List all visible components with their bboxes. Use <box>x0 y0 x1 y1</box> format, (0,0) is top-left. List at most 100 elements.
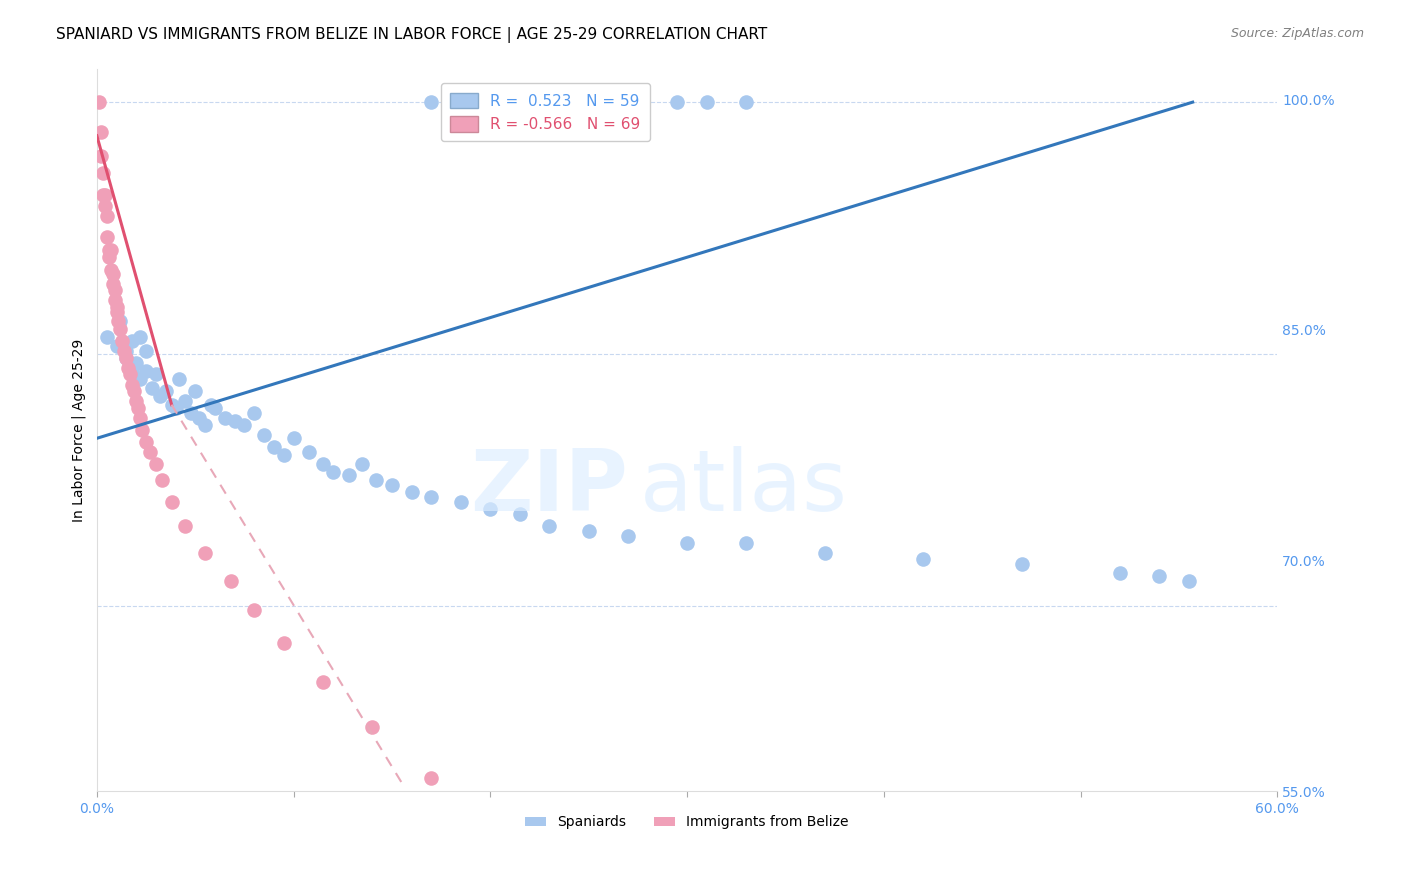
Point <box>100 243 122 257</box>
Point <box>312 457 335 471</box>
Y-axis label: In Labor Force | Age 25-29: In Labor Force | Age 25-29 <box>72 338 86 522</box>
Point <box>1109 566 1132 580</box>
Point <box>165 401 187 415</box>
Point <box>184 384 207 399</box>
Point <box>253 428 276 442</box>
Point <box>188 411 211 425</box>
Text: atlas: atlas <box>640 446 848 529</box>
Point <box>100 263 122 277</box>
Point <box>450 495 472 509</box>
Point <box>666 95 689 110</box>
Point <box>96 330 118 344</box>
Point <box>1177 574 1199 589</box>
Point <box>90 125 112 139</box>
Point <box>125 394 148 409</box>
Point <box>322 465 344 479</box>
Point <box>180 406 202 420</box>
Point <box>735 95 758 110</box>
Point <box>735 535 758 549</box>
Point <box>135 364 157 378</box>
Point <box>617 529 640 543</box>
Point <box>105 305 128 319</box>
Point <box>352 457 374 471</box>
Point <box>676 535 699 549</box>
Point <box>141 381 163 395</box>
Point <box>96 229 118 244</box>
Point <box>273 636 295 650</box>
Point <box>401 485 423 500</box>
Point <box>145 457 167 471</box>
Point <box>97 250 120 264</box>
Point <box>361 720 384 734</box>
Point <box>139 444 162 458</box>
Point <box>312 675 335 690</box>
Point <box>121 364 143 378</box>
Point <box>110 313 132 327</box>
Point <box>90 149 112 163</box>
Point <box>135 343 157 358</box>
Point <box>337 468 360 483</box>
Point <box>420 771 443 785</box>
Point <box>627 95 650 110</box>
Point <box>129 411 152 425</box>
Point <box>574 95 596 110</box>
Point <box>127 401 149 415</box>
Point <box>160 495 183 509</box>
Point <box>1147 569 1170 583</box>
Point <box>558 881 581 892</box>
Point <box>115 351 138 365</box>
Point <box>243 406 266 420</box>
Point <box>273 448 295 462</box>
Point <box>155 384 177 399</box>
Point <box>243 603 266 617</box>
Point <box>122 384 145 399</box>
Point <box>381 478 404 492</box>
Point <box>224 415 246 429</box>
Point <box>174 394 197 409</box>
Point <box>214 411 236 425</box>
Point <box>107 313 129 327</box>
Point <box>578 524 600 538</box>
Point <box>283 431 305 445</box>
Point <box>101 267 124 281</box>
Point <box>200 398 222 412</box>
Point <box>219 574 242 589</box>
Point <box>110 322 132 336</box>
Point <box>912 552 935 566</box>
Point <box>91 187 114 202</box>
Text: Source: ZipAtlas.com: Source: ZipAtlas.com <box>1230 27 1364 40</box>
Point <box>814 545 837 559</box>
Point <box>145 368 167 382</box>
Point <box>105 339 128 353</box>
Point <box>101 277 124 291</box>
Point <box>115 343 138 358</box>
Text: SPANIARD VS IMMIGRANTS FROM BELIZE IN LABOR FORCE | AGE 25-29 CORRELATION CHART: SPANIARD VS IMMIGRANTS FROM BELIZE IN LA… <box>56 27 768 43</box>
Point <box>117 360 139 375</box>
Point <box>1011 558 1033 572</box>
Point <box>131 423 153 437</box>
Point <box>160 398 183 412</box>
Point <box>194 545 217 559</box>
Point <box>204 401 226 415</box>
Point <box>529 95 551 110</box>
Point <box>479 502 502 516</box>
Point <box>696 95 718 110</box>
Point <box>470 95 492 110</box>
Point <box>169 372 191 386</box>
Point <box>499 95 522 110</box>
Point <box>420 490 443 504</box>
Point <box>129 330 152 344</box>
Point <box>97 243 120 257</box>
Point <box>538 518 561 533</box>
Point <box>115 351 138 365</box>
Point <box>366 473 388 487</box>
Point <box>121 334 143 348</box>
Point <box>509 507 531 521</box>
Point <box>129 372 152 386</box>
Point <box>103 284 125 298</box>
Point <box>112 343 135 358</box>
Point <box>111 334 134 348</box>
Point <box>121 377 143 392</box>
Point <box>420 95 443 110</box>
Point <box>103 293 125 308</box>
